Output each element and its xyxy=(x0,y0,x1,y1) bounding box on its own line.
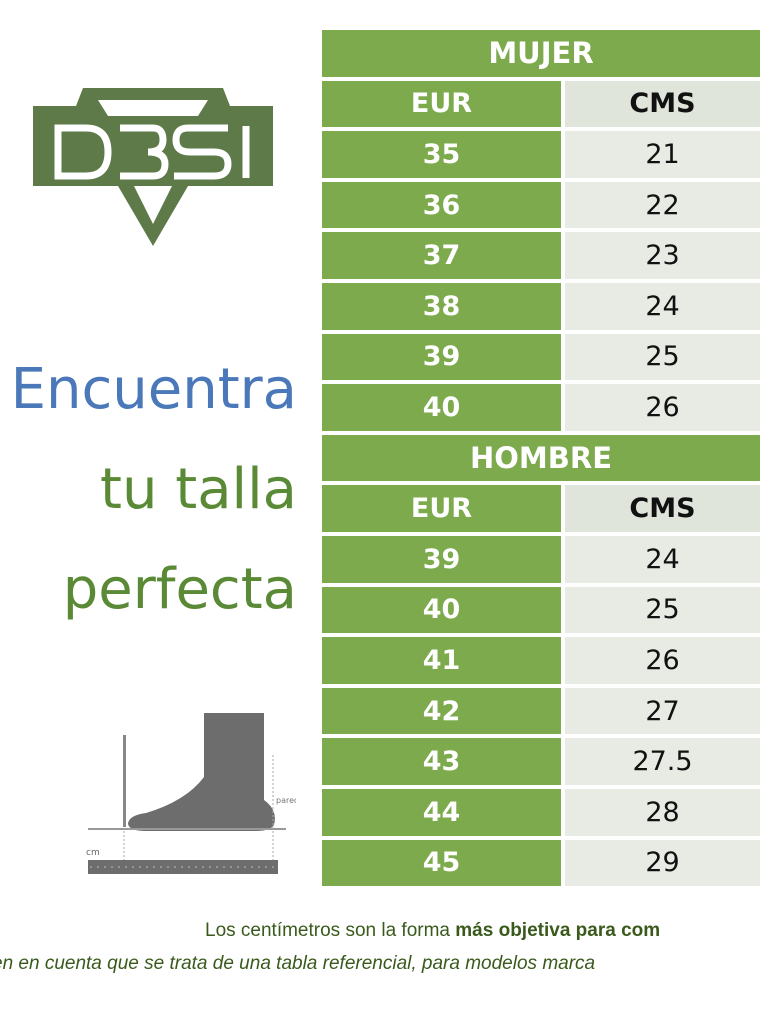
eur-size: 40 xyxy=(322,384,561,431)
wall-label: pared xyxy=(276,796,296,805)
cm-length: 24 xyxy=(565,282,760,330)
men-size-row: 43 27.5 xyxy=(322,738,760,785)
men-size-row: 44 28 xyxy=(322,788,760,836)
men-eur-header: EUR xyxy=(322,485,561,532)
women-header: MUJER xyxy=(322,30,760,77)
eur-size: 41 xyxy=(322,637,561,684)
eur-size: 37 xyxy=(322,232,561,279)
size-table: MUJER EUR CMS 35 21 36 22 37 23 38 24 39 25 40 26 HO… xyxy=(322,30,760,887)
foot-measure-illustration: pared cm xyxy=(86,713,296,874)
ruler-label: cm xyxy=(86,848,100,858)
cm-length: 23 xyxy=(565,232,760,279)
note-plain: Los centímetros son la forma xyxy=(205,920,456,941)
eur-size: 39 xyxy=(322,333,561,381)
cm-length: 25 xyxy=(565,586,760,634)
men-size-row: 39 24 xyxy=(322,535,760,583)
cm-length: 21 xyxy=(565,131,760,178)
eur-size: 45 xyxy=(322,839,561,887)
d3si-logo xyxy=(33,88,273,246)
slogan-line-3: perfecta xyxy=(62,557,297,622)
eur-size: 44 xyxy=(322,788,561,836)
note-line-2: en en cuenta que se trata de una tabla r… xyxy=(0,953,596,974)
foot-icon xyxy=(128,713,275,831)
men-size-row: 40 25 xyxy=(322,586,760,634)
women-cms-header: CMS xyxy=(565,80,760,128)
women-size-row: 39 25 xyxy=(322,333,760,381)
women-size-row: 37 23 xyxy=(322,232,760,279)
women-size-row: 35 21 xyxy=(322,131,760,178)
cm-length: 29 xyxy=(565,839,760,887)
note-line-1: Los centímetros son la forma más objetiv… xyxy=(205,920,660,942)
cm-length: 28 xyxy=(565,788,760,836)
cm-length: 27.5 xyxy=(565,738,760,785)
eur-size: 35 xyxy=(322,131,561,178)
cm-length: 27 xyxy=(565,687,760,735)
cm-length: 26 xyxy=(565,384,760,431)
eur-size: 42 xyxy=(322,687,561,735)
women-size-row: 38 24 xyxy=(322,282,760,330)
women-size-row: 40 26 xyxy=(322,384,760,431)
cm-length: 24 xyxy=(565,535,760,583)
men-size-row: 45 29 xyxy=(322,839,760,887)
women-eur-header: EUR xyxy=(322,80,561,128)
men-cms-header: CMS xyxy=(565,485,760,532)
slogan-line-1: Encuentra xyxy=(10,357,297,422)
men-size-row: 42 27 xyxy=(322,687,760,735)
note-bold: más objetiva para com xyxy=(455,920,661,941)
eur-size: 39 xyxy=(322,535,561,583)
men-header: HOMBRE xyxy=(322,434,760,482)
women-size-row: 36 22 xyxy=(322,181,760,229)
men-size-row: 41 26 xyxy=(322,637,760,684)
eur-size: 43 xyxy=(322,738,561,785)
cm-length: 25 xyxy=(565,333,760,381)
eur-size: 36 xyxy=(322,181,561,229)
cm-length: 22 xyxy=(565,181,760,229)
eur-size: 38 xyxy=(322,282,561,330)
slogan-line-2: tu talla xyxy=(100,457,297,522)
cm-length: 26 xyxy=(565,637,760,684)
eur-size: 40 xyxy=(322,586,561,634)
